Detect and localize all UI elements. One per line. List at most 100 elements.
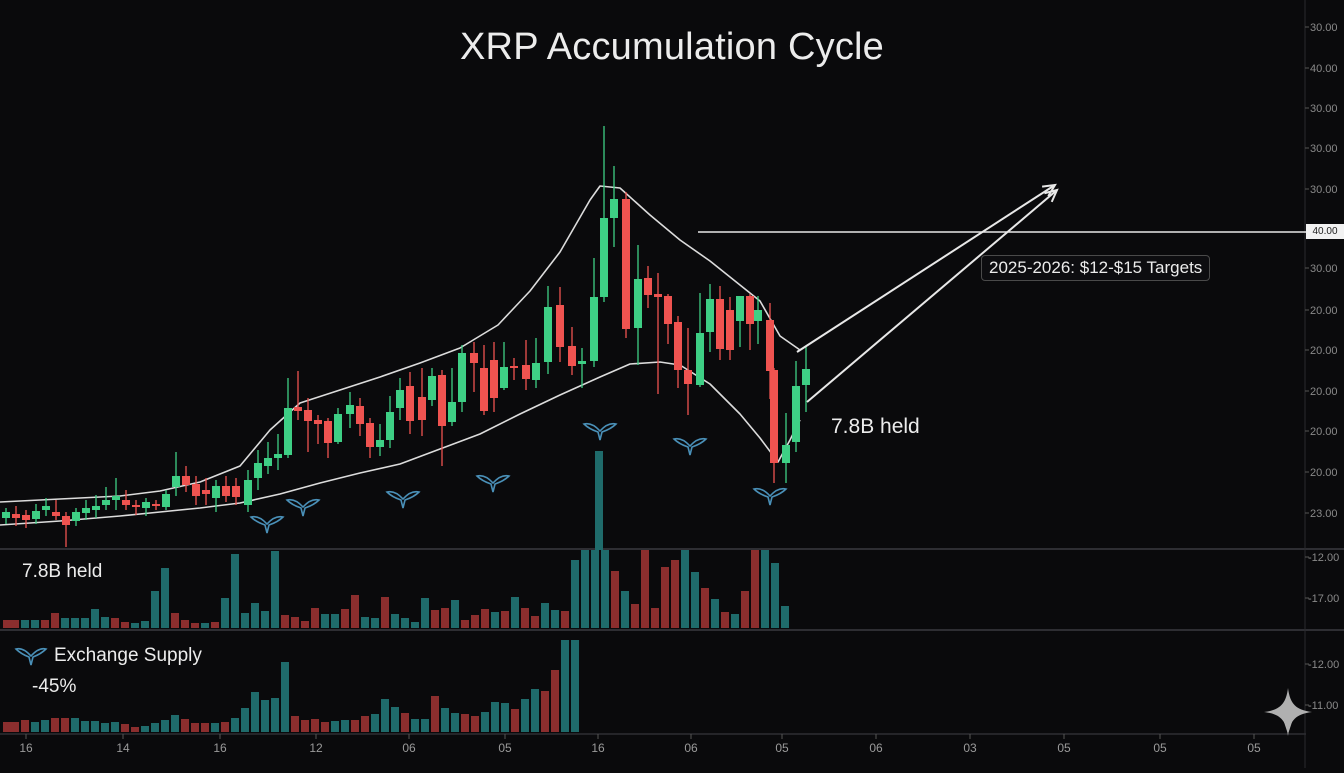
volume-bar (421, 598, 429, 628)
supply-bar (91, 721, 99, 732)
whale-tail-icon (672, 437, 708, 456)
candle-up (754, 310, 762, 321)
candle-up (376, 440, 384, 447)
candle-down (556, 305, 564, 347)
volume-bar (591, 550, 599, 628)
target-arrow-line (806, 189, 1058, 403)
supply-bar (241, 708, 249, 732)
volume-bar (381, 597, 389, 628)
volume-bar (11, 620, 19, 628)
held-annotation-main: 7.8B held (831, 415, 920, 438)
supply-bar (491, 702, 499, 732)
supply-bar (431, 696, 439, 732)
x-tick-label: 05 (1247, 741, 1261, 755)
x-tick-label: 05 (1153, 741, 1167, 755)
supply-bar (351, 720, 359, 732)
held-annotation-volume: 7.8B held (22, 561, 103, 582)
volume-bar (431, 610, 439, 628)
supply-bar (291, 716, 299, 732)
candle-down (122, 500, 130, 505)
volume-bar (711, 599, 719, 628)
supply-bar (191, 723, 199, 732)
supply-bar (141, 726, 149, 732)
volume-bar (91, 609, 99, 628)
supply-bar (111, 722, 119, 732)
candle-down (202, 490, 210, 494)
supply-bar (321, 722, 329, 732)
x-tick-label: 06 (869, 741, 883, 755)
volume-bar (481, 609, 489, 628)
y-tick-label: -12.00 (1308, 552, 1339, 564)
volume-bar (271, 551, 279, 628)
candle-down (470, 353, 478, 363)
candle-down (664, 296, 672, 324)
volume-bar (701, 588, 709, 628)
y-tick-label: 30.00 (1310, 263, 1338, 275)
supply-bar (541, 691, 549, 732)
candle-down (314, 420, 322, 424)
candle-down (568, 346, 576, 366)
volume-spike-bar (595, 451, 603, 550)
volume-bar (561, 611, 569, 628)
candle-up (2, 512, 10, 518)
volume-bar (631, 604, 639, 628)
supply-bar (421, 719, 429, 732)
candle-down (480, 368, 488, 411)
supply-bar (371, 714, 379, 732)
supply-bar (441, 708, 449, 732)
candle-down (232, 486, 240, 497)
candle-up (334, 414, 342, 442)
candle-up (284, 408, 292, 455)
volume-bar (21, 620, 29, 628)
volume-bar (151, 591, 159, 628)
candle-down (366, 423, 374, 447)
candle-down (406, 386, 414, 421)
volume-bar (111, 618, 119, 628)
arrow-head-icon (1044, 188, 1059, 203)
volume-bar (691, 572, 699, 628)
supply-bar (261, 700, 269, 732)
candle-up (544, 307, 552, 362)
candle-up (264, 458, 272, 466)
volume-bar (331, 614, 339, 628)
candle-up (274, 454, 282, 458)
candle-down (490, 360, 498, 398)
supply-bar (271, 698, 279, 732)
candle-up (736, 296, 744, 321)
volume-bar (621, 591, 629, 628)
supply-bar (551, 670, 559, 732)
volume-bar (671, 560, 679, 628)
candle-up (782, 445, 790, 463)
candle-up (590, 297, 598, 361)
volume-bar (361, 617, 369, 628)
candle-up (396, 390, 404, 408)
candle-down (674, 322, 682, 370)
supply-bar (331, 721, 339, 732)
x-tick-label: 12 (309, 741, 323, 755)
x-tick-label: 03 (963, 741, 977, 755)
volume-bar (301, 621, 309, 628)
volume-bar (341, 609, 349, 628)
supply-bar (181, 719, 189, 732)
supply-bar (61, 718, 69, 732)
y-tick-label: 20.00 (1310, 426, 1338, 438)
y-tick-label: -11.00 (1308, 700, 1338, 712)
upper-band-line (0, 185, 801, 503)
volume-bar (231, 554, 239, 628)
candle-down (182, 476, 190, 485)
candle-up (162, 494, 170, 507)
candle-down (510, 366, 518, 368)
y-tick-label: 20.00 (1310, 345, 1338, 357)
candle-up (112, 496, 120, 500)
volume-bar (641, 550, 649, 628)
volume-bar (71, 618, 79, 628)
candle-down (418, 397, 426, 420)
volume-bar (291, 617, 299, 628)
supply-bar (281, 662, 289, 732)
supply-bar (511, 709, 519, 732)
candle-up (696, 333, 704, 385)
volume-bar (161, 568, 169, 628)
x-tick-label: 16 (591, 741, 605, 755)
volume-bar (611, 571, 619, 628)
